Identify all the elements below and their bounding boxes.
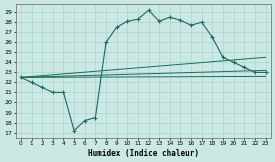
X-axis label: Humidex (Indice chaleur): Humidex (Indice chaleur) [88,149,199,158]
